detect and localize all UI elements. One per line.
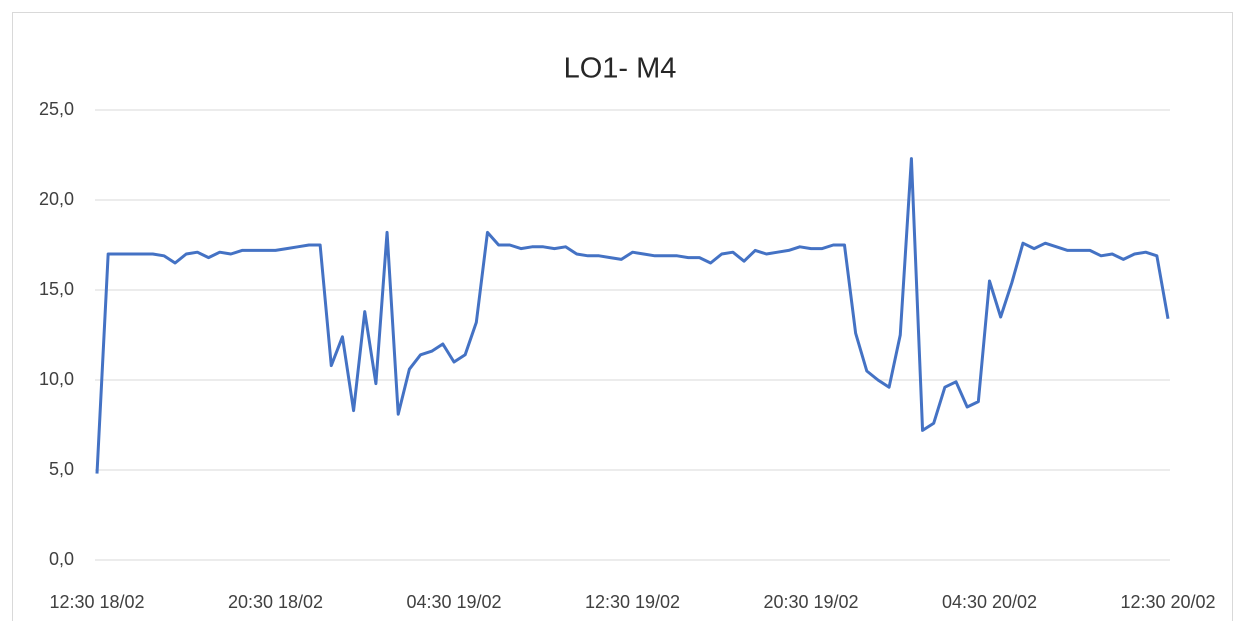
y-tick-label: 0,0	[49, 549, 74, 569]
y-tick-label: 5,0	[49, 459, 74, 479]
x-tick-label: 04:30 19/02	[406, 592, 501, 612]
chart-border	[12, 12, 1233, 621]
x-tick-label: 12:30 20/02	[1120, 592, 1215, 612]
chart-title: LO1- M4	[564, 53, 677, 85]
x-tick-label: 20:30 18/02	[228, 592, 323, 612]
data-line	[95, 157, 1170, 474]
y-tick-label: 20,0	[39, 189, 74, 209]
y-tick-label: 10,0	[39, 369, 74, 389]
x-tick-label: 04:30 20/02	[942, 592, 1037, 612]
x-tick-label: 12:30 19/02	[585, 592, 680, 612]
x-tick-label: 20:30 19/02	[763, 592, 858, 612]
y-tick-label: 15,0	[39, 279, 74, 299]
x-tick-label: 12:30 18/02	[49, 592, 144, 612]
y-tick-label: 25,0	[39, 99, 74, 119]
